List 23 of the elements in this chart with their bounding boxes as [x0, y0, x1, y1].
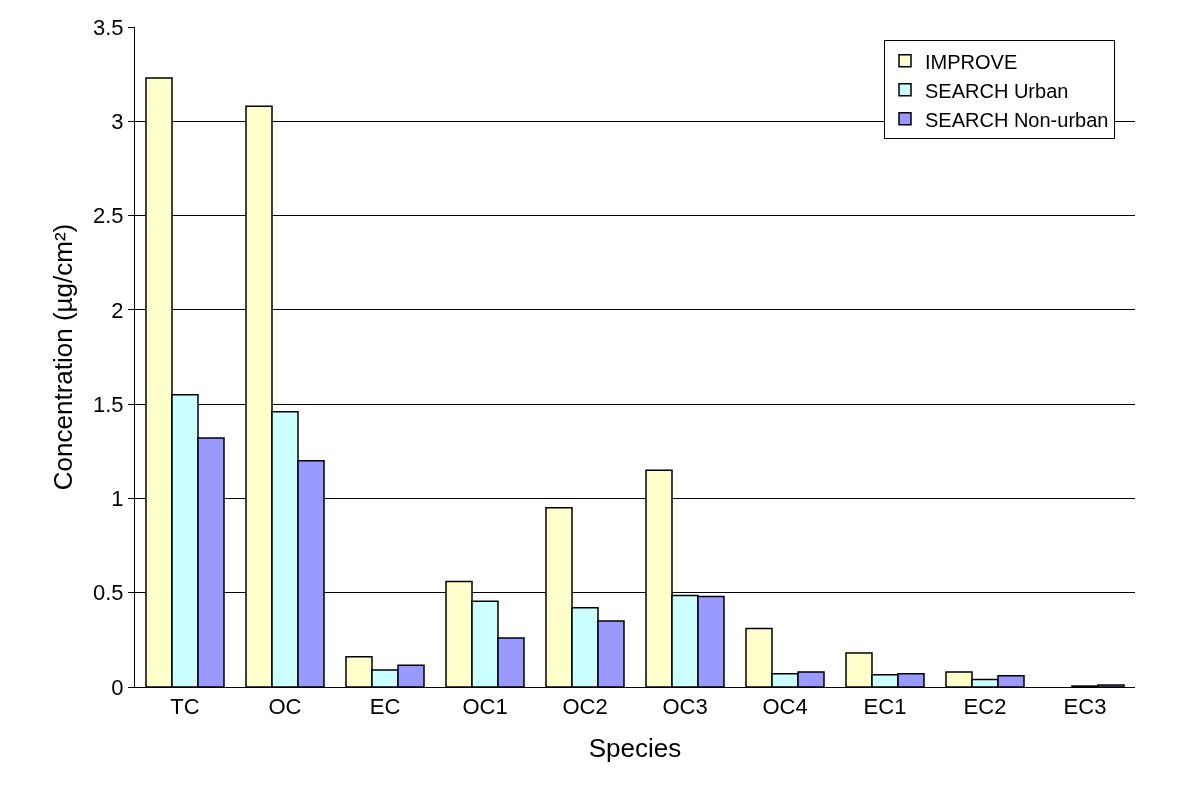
- x-tick-label: EC2: [963, 694, 1007, 720]
- x-tick-label: EC: [369, 694, 401, 720]
- x-tick-label: OC2: [562, 694, 608, 720]
- y-tick-label: 2.5: [93, 203, 124, 229]
- y-tick-label: 0: [111, 674, 124, 700]
- x-axis-title: Species: [588, 733, 682, 764]
- y-axis-title: Concentration (µg/cm²): [48, 223, 79, 491]
- y-tick-label: 0.5: [93, 580, 124, 606]
- x-tick-label: TC: [170, 694, 200, 720]
- x-tick-label: EC1: [863, 694, 907, 720]
- x-tick-label: OC3: [662, 694, 708, 720]
- x-tick-label: OC: [268, 694, 302, 720]
- legend-label: SEARCH Urban: [925, 79, 1069, 102]
- x-tick-label: EC3: [1063, 694, 1107, 720]
- y-tick-label: 1.5: [93, 391, 124, 417]
- x-tick-label: OC4: [762, 694, 808, 720]
- y-tick-label: 1: [111, 486, 124, 512]
- legend-label: SEARCH Non-urban: [925, 108, 1109, 131]
- y-tick-label: 2: [111, 297, 124, 323]
- y-tick-label: 3.5: [93, 14, 124, 40]
- x-tick-label: OC1: [462, 694, 508, 720]
- legend-label: IMPROVE: [925, 50, 1018, 73]
- y-tick-label: 3: [111, 108, 124, 134]
